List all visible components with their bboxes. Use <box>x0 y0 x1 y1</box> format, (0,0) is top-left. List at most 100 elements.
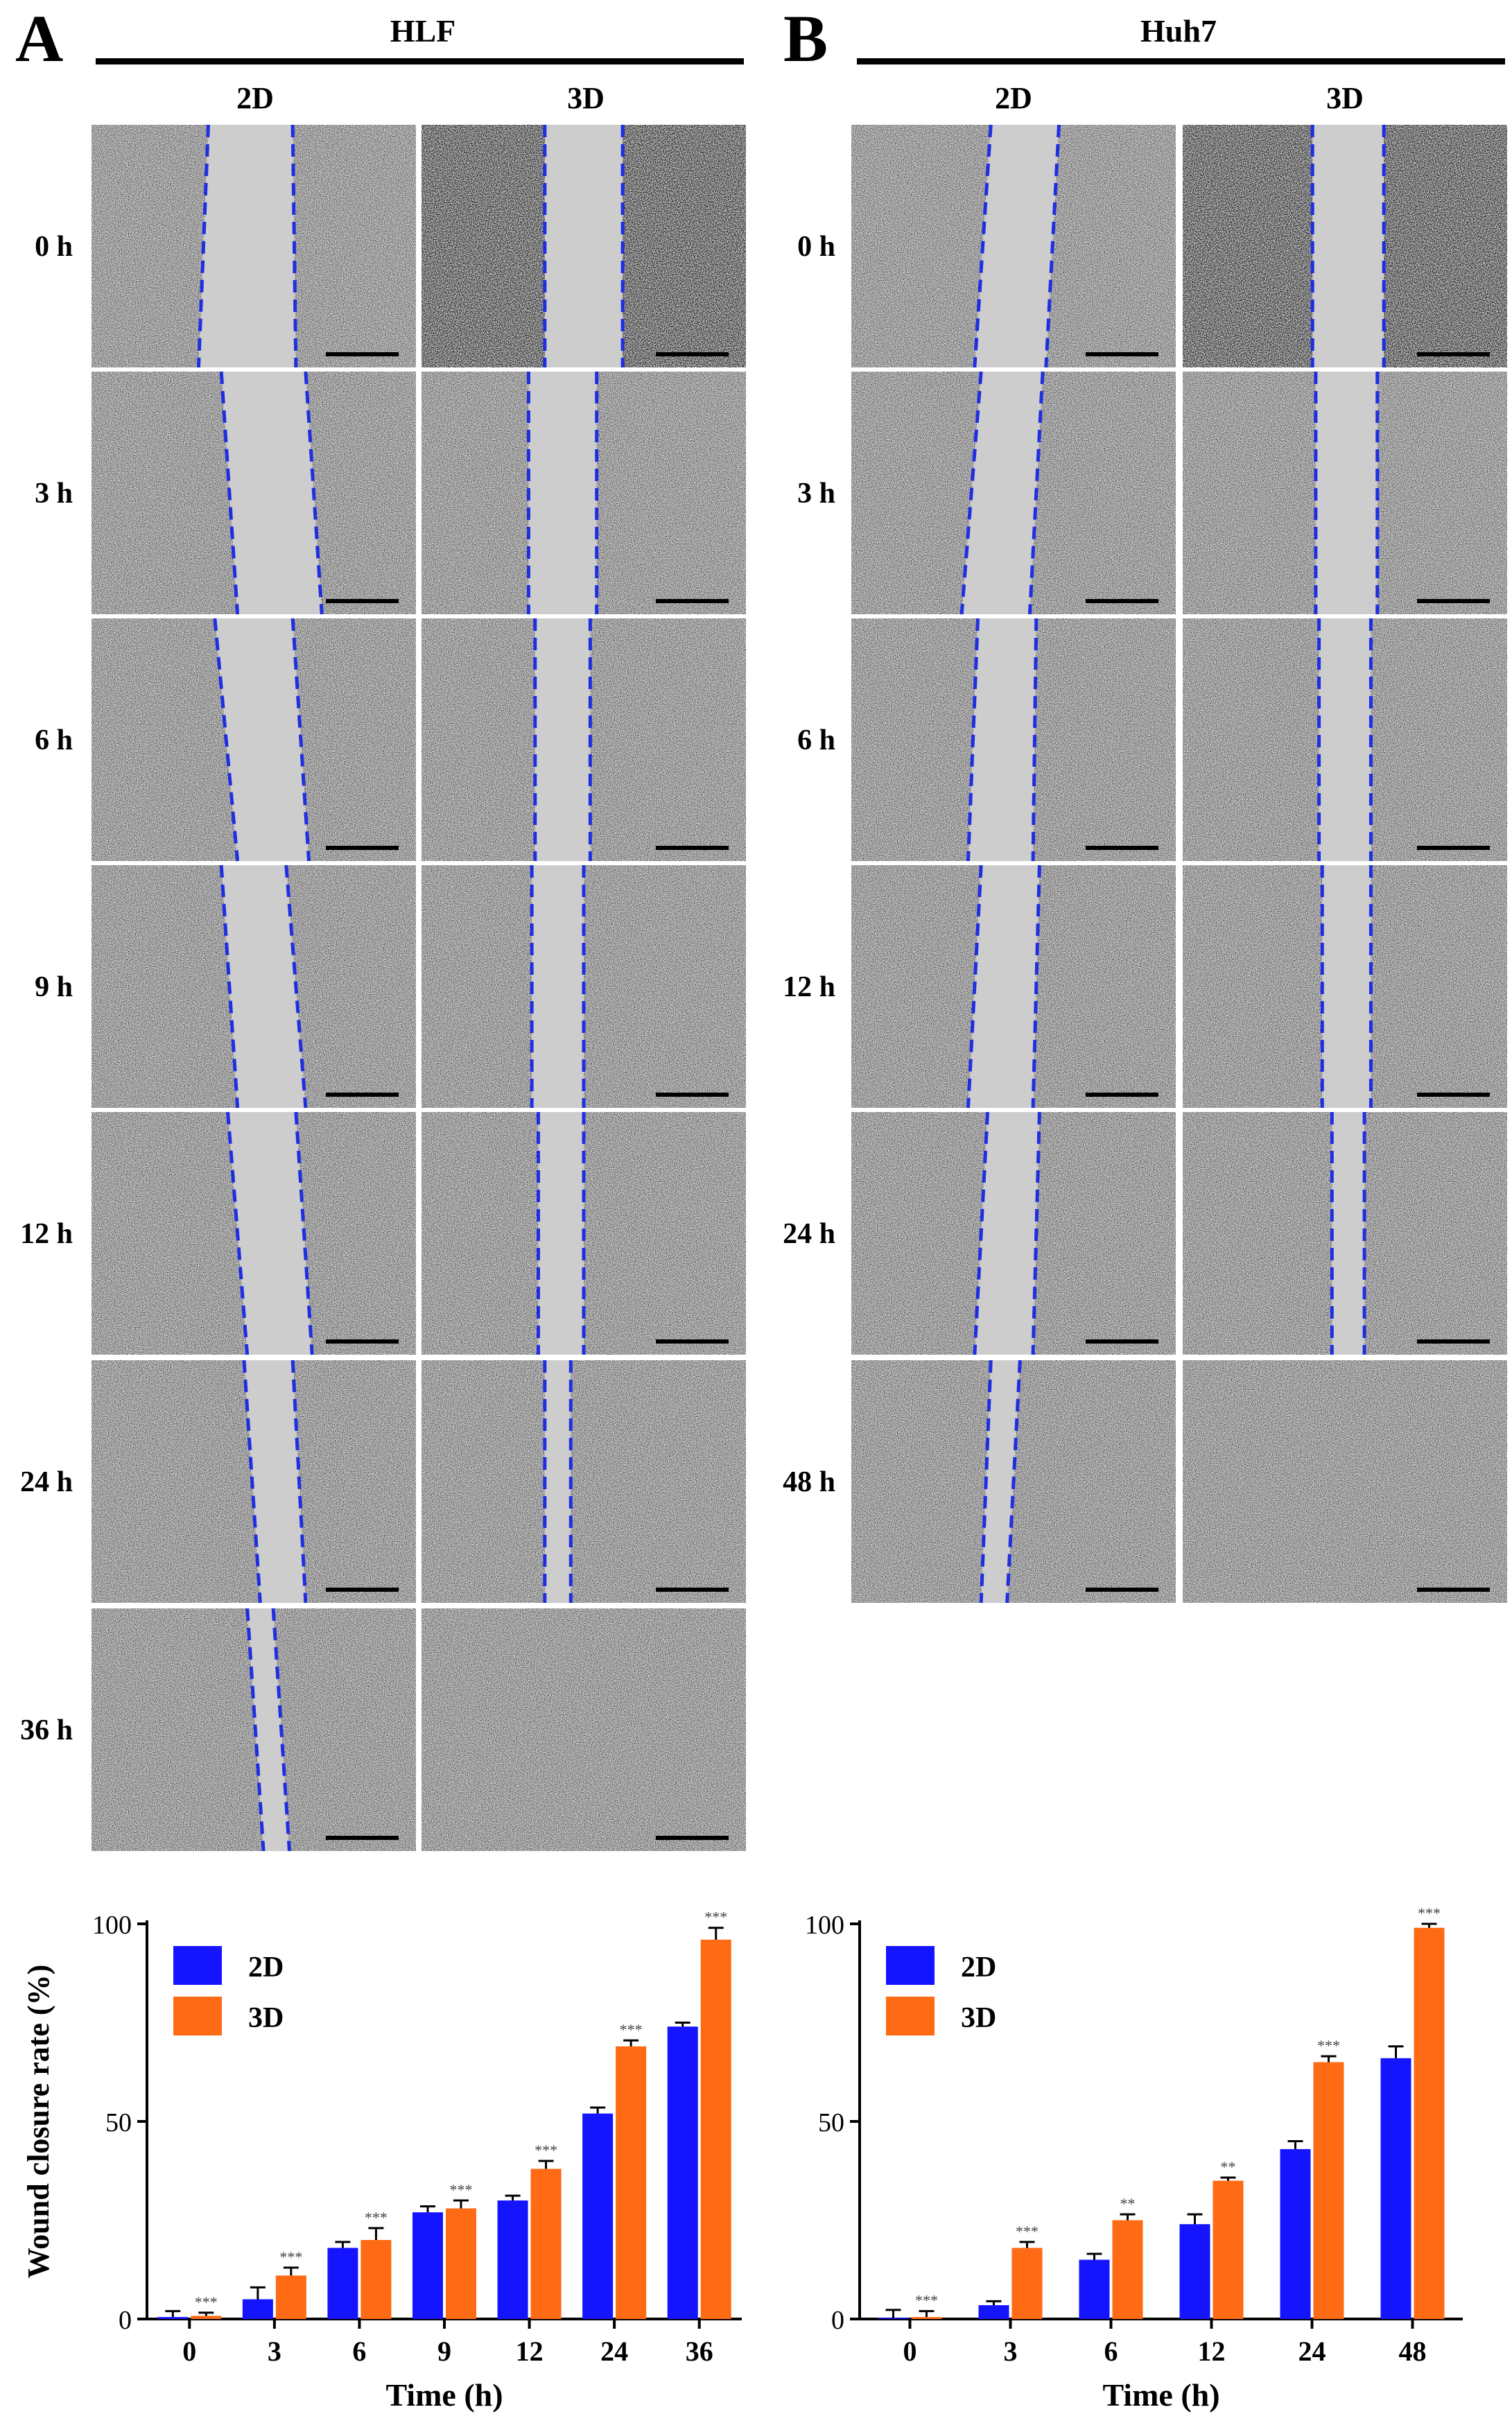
y-tick-label: 50 <box>105 2108 132 2137</box>
micrograph-3d <box>422 1608 746 1851</box>
bar-3d <box>275 2275 306 2319</box>
bar-2d <box>1079 2259 1110 2319</box>
wound-edge-right <box>304 371 324 615</box>
wound-edge-right <box>290 124 298 368</box>
wound-edge-right <box>1027 371 1045 615</box>
legend-swatch-2d <box>173 1946 222 1985</box>
bar-3d <box>1313 2062 1344 2319</box>
wound-gap <box>968 865 1040 1108</box>
micrograph-grid-huh7: 0 h 3 h 6 h 12 h 24 h 48 h <box>783 124 1507 1604</box>
scale-bar <box>1417 1093 1490 1097</box>
wound-edge-left <box>959 371 983 615</box>
bar-2d <box>412 2212 443 2319</box>
bar-3d <box>1011 2248 1043 2319</box>
y-tick-label: 100 <box>805 1911 844 1940</box>
wound-gap <box>544 1360 571 1603</box>
wound-gap <box>544 125 623 367</box>
wound-edge-left <box>226 1111 250 1355</box>
bar-3d <box>191 2316 222 2319</box>
column-label-3d-a: 3D <box>567 81 605 115</box>
wound-gap <box>974 125 1059 367</box>
wound-gap <box>1315 372 1378 614</box>
x-tick-label: 3 <box>1004 2336 1018 2367</box>
micrograph-2d <box>92 865 416 1109</box>
micrograph-3d <box>1183 1112 1507 1355</box>
cell-texture <box>1183 1360 1507 1603</box>
wound-edge-right <box>1031 865 1041 1109</box>
y-axis-label: Wound closure rate (%) <box>21 1965 55 2279</box>
wound-gap <box>221 865 306 1108</box>
scale-bar <box>326 352 399 356</box>
wound-edge-right <box>290 1360 308 1604</box>
scale-bar <box>1086 846 1158 850</box>
y-tick-label: 0 <box>831 2306 844 2335</box>
scale-bar <box>1417 599 1490 603</box>
wound-gap <box>535 618 591 861</box>
bar-2d <box>1280 2148 1311 2319</box>
bar-2d <box>497 2200 528 2319</box>
scale-bar <box>656 1836 729 1840</box>
significance-marker: *** <box>620 2021 643 2038</box>
legend-label-2d: 2D <box>961 1952 996 1983</box>
wound-edge-right <box>294 1111 314 1355</box>
scale-bar <box>1417 1588 1490 1592</box>
micrograph-2d <box>851 865 1176 1109</box>
time-label: 12 h <box>783 971 835 1003</box>
micrograph-3d <box>1183 372 1507 614</box>
time-label: 48 h <box>783 1466 835 1498</box>
significance-marker: ** <box>1221 2158 1236 2176</box>
cell-line-title-huh7: Huh7 <box>1140 13 1217 49</box>
micrograph-grid-hlf: 0 h 3 h 6 h 9 h 12 h 24 h 36 h <box>20 124 746 1852</box>
cell-line-title-hlf: HLF <box>390 13 456 49</box>
micrograph-2d <box>92 618 416 862</box>
bar-chart-huh7: 0 50 100 0 *** 3 *** 6 ** 12 ** 24 *** 48 *** Time (h) 2… <box>805 1904 1463 2413</box>
bar-3d <box>616 2046 647 2319</box>
significance-marker: *** <box>704 1909 727 1926</box>
scale-bar <box>1086 352 1158 356</box>
x-axis-label: Time (h) <box>385 2377 503 2413</box>
scale-bar <box>656 1093 729 1097</box>
legend-label-3d: 3D <box>961 2002 996 2034</box>
bar-3d <box>700 1939 731 2319</box>
y-tick-label: 50 <box>818 2108 844 2137</box>
bar-3d <box>446 2208 476 2319</box>
bar-2d <box>1380 2058 1411 2319</box>
wound-edge-left <box>219 865 240 1109</box>
time-label: 6 h <box>35 724 73 756</box>
wound-gap <box>968 618 1036 861</box>
x-tick-label: 48 <box>1399 2336 1427 2367</box>
significance-marker: *** <box>279 2248 302 2266</box>
bar-2d <box>157 2317 189 2319</box>
wound-edge-right <box>1031 618 1039 862</box>
significance-marker: ** <box>1120 2195 1136 2212</box>
bar-2d <box>978 2305 1009 2319</box>
bar-3d <box>1112 2220 1143 2319</box>
scale-bar <box>656 599 729 603</box>
scale-bar <box>1417 352 1490 356</box>
significance-marker: *** <box>195 2293 218 2311</box>
micrograph-2d <box>851 1360 1176 1604</box>
micrograph-2d <box>92 371 416 615</box>
wound-gap <box>214 618 309 861</box>
micrograph-2d <box>851 1111 1176 1355</box>
wound-gap <box>221 372 322 614</box>
wound-edge-left <box>979 1360 993 1604</box>
wound-edge-left <box>966 865 983 1109</box>
significance-marker: *** <box>1317 2037 1340 2054</box>
wound-gap <box>247 1608 290 1851</box>
x-axis-label: Time (h) <box>1102 2377 1219 2413</box>
x-tick-label: 0 <box>903 2336 917 2367</box>
column-label-3d-b: 3D <box>1326 81 1364 115</box>
legend-label-3d: 3D <box>248 2002 284 2034</box>
significance-marker: *** <box>535 2142 557 2159</box>
micrograph-2d <box>851 371 1176 615</box>
micrograph-2d <box>851 124 1176 368</box>
scale-bar <box>656 846 729 850</box>
wound-edge-left <box>219 371 240 615</box>
wound-gap <box>198 125 296 367</box>
scale-bar <box>326 846 399 850</box>
time-label: 9 h <box>35 971 73 1003</box>
cell-texture <box>422 1360 746 1603</box>
x-tick-label: 12 <box>516 2336 544 2367</box>
cell-texture <box>422 1608 746 1851</box>
